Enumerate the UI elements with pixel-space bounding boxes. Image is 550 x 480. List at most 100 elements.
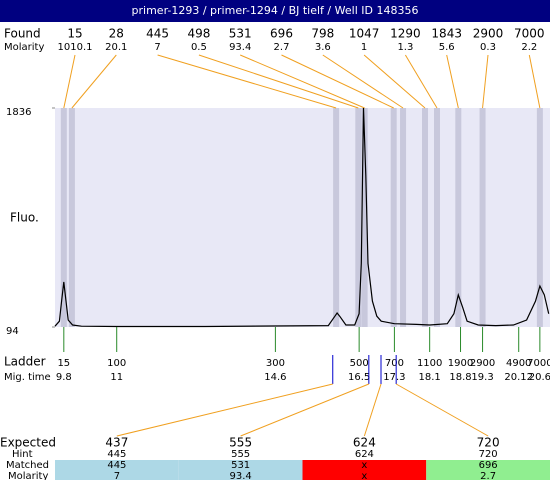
expected-size: 437: [105, 436, 128, 450]
peak-leader: [404, 54, 438, 109]
peak-band: [536, 108, 543, 327]
expected-cell: [426, 460, 550, 480]
expected-hint: 555: [231, 449, 250, 460]
found-size: 531: [229, 27, 252, 41]
found-size: 798: [311, 27, 334, 41]
peak-band: [60, 108, 67, 327]
peak-leader: [446, 54, 459, 109]
found-molarity: 2.7: [274, 42, 290, 53]
ladder-time: 18.8: [449, 372, 471, 383]
peak-band: [68, 108, 75, 327]
found-molarity: 1.3: [397, 42, 413, 53]
expected-matched: 531: [231, 460, 250, 471]
found-size: 498: [187, 27, 210, 41]
ladder-size: 2900: [470, 358, 495, 369]
peak-band: [390, 108, 397, 327]
hint-label: Hint: [12, 449, 33, 460]
expected-leader: [240, 383, 370, 437]
expected-cell: [178, 460, 303, 480]
peak-band: [433, 108, 440, 327]
expected-hint: 624: [355, 449, 374, 460]
exp-molarity-label: Molarity: [8, 471, 48, 480]
found-size: 1290: [390, 27, 421, 41]
y-tick-label: 1836: [6, 107, 31, 118]
found-molarity: 5.6: [439, 42, 455, 53]
plot-area: [55, 108, 550, 327]
found-molarity: 93.4: [229, 42, 251, 53]
expected-leader: [395, 383, 489, 437]
found-size: 1843: [431, 27, 462, 41]
found-molarity: 3.6: [315, 42, 331, 53]
found-label: Found: [4, 27, 41, 41]
found-molarity: 0.3: [480, 42, 496, 53]
found-molarity: 1: [361, 42, 367, 53]
y-tick-label: 94: [6, 326, 19, 337]
peak-leader: [281, 54, 394, 109]
expected-hint: 720: [479, 449, 498, 460]
ladder-size: 7000: [527, 358, 550, 369]
ladder-time: 9.8: [56, 372, 72, 383]
found-molarity: 2.2: [521, 42, 537, 53]
expected-matched: 445: [107, 460, 126, 471]
found-size: 28: [109, 27, 124, 41]
ladder-size: 15: [57, 358, 70, 369]
peak-band: [455, 108, 462, 327]
fluo-label: Fluo.: [10, 211, 39, 225]
title: primer-1293 / primer-1294 / BJ tielf / W…: [132, 4, 419, 17]
expected-size: 624: [353, 436, 376, 450]
ladder-time: 14.6: [264, 372, 286, 383]
peak-leader: [71, 54, 117, 109]
ladder-time: 11: [110, 372, 123, 383]
expected-matched: x: [361, 460, 367, 471]
peak-leader: [240, 54, 365, 109]
expected-size: 555: [229, 436, 252, 450]
found-size: 2900: [473, 27, 504, 41]
peak-leader: [198, 54, 359, 109]
found-molarity: 7: [154, 42, 160, 53]
ladder-time: 19.3: [471, 372, 493, 383]
ladder-size: 4900: [506, 358, 531, 369]
matched-label: Matched: [6, 460, 49, 471]
ladder-size: 300: [266, 358, 285, 369]
peak-leader: [363, 54, 426, 109]
peak-band: [421, 108, 428, 327]
expected-molarity: x: [361, 471, 367, 480]
expected-leader: [363, 383, 382, 437]
ladder-time: 20.6: [529, 372, 550, 383]
expected-molarity: 7: [114, 471, 120, 480]
peak-band: [400, 108, 407, 327]
expected-molarity: 2.7: [480, 471, 496, 480]
peak-leader: [322, 54, 404, 109]
found-size: 15: [67, 27, 82, 41]
ladder-label: Ladder: [4, 355, 46, 369]
expected-matched: 696: [479, 460, 498, 471]
trace: [54, 107, 550, 328]
ladder-time: 20.12: [504, 372, 533, 383]
ladder-size: 1900: [448, 358, 473, 369]
found-size: 7000: [514, 27, 545, 41]
expected-size: 720: [477, 436, 500, 450]
found-size: 696: [270, 27, 293, 41]
ladder-time: 17.3: [383, 372, 405, 383]
peak-band: [479, 108, 486, 327]
expected-leader: [116, 383, 333, 437]
ladder-size: 100: [107, 358, 126, 369]
peak-leader: [528, 54, 541, 109]
ladder-size: 700: [385, 358, 404, 369]
ladder-size: 500: [350, 358, 369, 369]
peak-band: [333, 108, 340, 327]
peak-band: [355, 108, 362, 327]
ladder-time: 18.1: [419, 372, 441, 383]
found-molarity: 1010.1: [58, 42, 93, 53]
expected-molarity: 93.4: [229, 471, 251, 480]
expected-cell: [302, 460, 427, 480]
found-size: 445: [146, 27, 169, 41]
ladder-size: 1100: [417, 358, 442, 369]
expected-cell: [55, 460, 179, 480]
found-molarity: 0.5: [191, 42, 207, 53]
peak-band: [361, 108, 368, 327]
found-molarity: 20.1: [105, 42, 127, 53]
expected-hint: 445: [107, 449, 126, 460]
mig-time-label: Mig. time: [4, 372, 51, 383]
